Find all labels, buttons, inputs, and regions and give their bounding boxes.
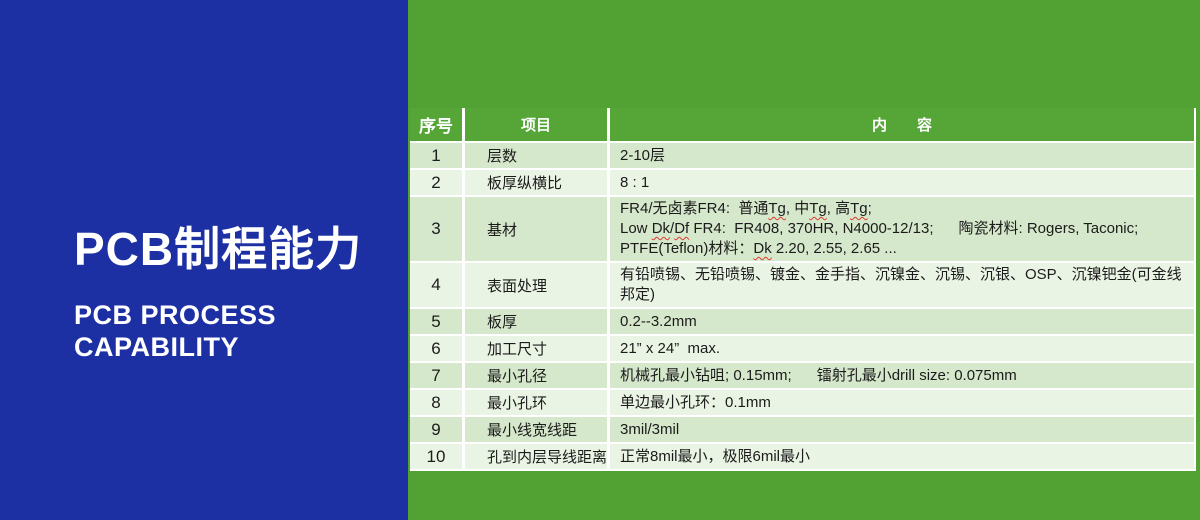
capability-table: 序号 项目 内 容 1 层数 2-10层 2 板厚纵横比 8 : 1 3 基材 FR4/无卤素F… bbox=[410, 108, 1196, 471]
row-content: 21” x 24” max. bbox=[610, 336, 1194, 361]
table-header-row: 序号 项目 内 容 bbox=[410, 108, 1194, 141]
content-line: 机械孔最小钻咀; 0.15mm; 镭射孔最小drill size: 0.075m… bbox=[620, 366, 1017, 384]
table-body: 1 层数 2-10层 2 板厚纵横比 8 : 1 3 基材 FR4/无卤素FR4: 普通Tg, … bbox=[410, 143, 1194, 469]
row-seq-number: 7 bbox=[410, 363, 462, 388]
row-content: 机械孔最小钻咀; 0.15mm; 镭射孔最小drill size: 0.075m… bbox=[610, 363, 1194, 388]
table-row: 9 最小线宽线距 3mil/3mil bbox=[410, 417, 1194, 442]
row-content: 有铅喷锡、无铅喷锡、镀金、金手指、沉镍金、沉锡、沉银、OSP、沉镍钯金(可金线邦… bbox=[610, 263, 1194, 307]
title-panel: PCB制程能力 PCB PROCESS CAPABILITY bbox=[0, 0, 408, 520]
table-row: 6 加工尺寸 21” x 24” max. bbox=[410, 336, 1194, 361]
row-seq-number: 5 bbox=[410, 309, 462, 334]
table-row: 3 基材 FR4/无卤素FR4: 普通Tg, 中Tg, 高Tg; Low Dk/Df … bbox=[410, 197, 1194, 261]
page-subtitle-line2: CAPABILITY bbox=[74, 332, 239, 363]
content-line: 2-10层 bbox=[620, 146, 666, 164]
row-item: 加工尺寸 bbox=[465, 336, 607, 361]
row-seq-number: 1 bbox=[410, 143, 462, 168]
page-subtitle-line1: PCB PROCESS bbox=[74, 300, 277, 330]
row-item: 最小孔环 bbox=[465, 390, 607, 415]
content-line: 单边最小孔环：0.1mm bbox=[620, 393, 771, 411]
content-line: 0.2--3.2mm bbox=[620, 312, 697, 330]
page-subtitle: PCB PROCESS CAPABILITY bbox=[74, 299, 362, 364]
row-content: 2-10层 bbox=[610, 143, 1194, 168]
row-seq-number: 8 bbox=[410, 390, 462, 415]
table-row: 7 最小孔径 机械孔最小钻咀; 0.15mm; 镭射孔最小drill size: 0… bbox=[410, 363, 1194, 388]
header-content: 内 容 bbox=[610, 108, 1194, 141]
row-seq-number: 3 bbox=[410, 197, 462, 261]
row-item: 基材 bbox=[465, 197, 607, 261]
row-content: 3mil/3mil bbox=[610, 417, 1194, 442]
row-content: 0.2--3.2mm bbox=[610, 309, 1194, 334]
content-panel: 序号 项目 内 容 1 层数 2-10层 2 板厚纵横比 8 : 1 3 基材 FR4/无卤素F… bbox=[408, 0, 1200, 520]
table-row: 10 孔到内层导线距离 正常8mil最小，极限6mil最小 bbox=[410, 444, 1194, 469]
content-line: FR4/无卤素FR4: 普通Tg, 中Tg, 高Tg; bbox=[620, 200, 872, 217]
content-line: Low Dk/Df FR4: FR408, 370HR, N4000-12/13… bbox=[620, 220, 1139, 237]
row-seq-number: 6 bbox=[410, 336, 462, 361]
row-item: 板厚 bbox=[465, 309, 607, 334]
row-content: 单边最小孔环：0.1mm bbox=[610, 390, 1194, 415]
row-seq-number: 4 bbox=[410, 263, 462, 307]
row-seq-number: 10 bbox=[410, 444, 462, 469]
row-item: 层数 bbox=[465, 143, 607, 168]
row-content: 正常8mil最小，极限6mil最小 bbox=[610, 444, 1194, 469]
table-row: 2 板厚纵横比 8 : 1 bbox=[410, 170, 1194, 195]
header-item: 项目 bbox=[465, 108, 607, 141]
table-row: 5 板厚 0.2--3.2mm bbox=[410, 309, 1194, 334]
row-item: 最小线宽线距 bbox=[465, 417, 607, 442]
table-row: 1 层数 2-10层 bbox=[410, 143, 1194, 168]
row-item: 表面处理 bbox=[465, 263, 607, 307]
row-content: 8 : 1 bbox=[610, 170, 1194, 195]
table-row: 8 最小孔环 单边最小孔环：0.1mm bbox=[410, 390, 1194, 415]
table-row: 4 表面处理 有铅喷锡、无铅喷锡、镀金、金手指、沉镍金、沉锡、沉银、OSP、沉镍钯金… bbox=[410, 263, 1194, 307]
content-line: 8 : 1 bbox=[620, 173, 650, 191]
row-content: FR4/无卤素FR4: 普通Tg, 中Tg, 高Tg; Low Dk/Df FR4… bbox=[610, 197, 1194, 261]
header-seq-number: 序号 bbox=[410, 108, 462, 141]
content-line: PTFE(Teflon)材料：Dk 2.20, 2.55, 2.65 ... bbox=[620, 240, 897, 257]
content-line: 3mil/3mil bbox=[620, 420, 680, 438]
row-item: 最小孔径 bbox=[465, 363, 607, 388]
row-seq-number: 2 bbox=[410, 170, 462, 195]
row-seq-number: 9 bbox=[410, 417, 462, 442]
content-line: 有铅喷锡、无铅喷锡、镀金、金手指、沉镍金、沉锡、沉银、OSP、沉镍钯金(可金线邦… bbox=[620, 266, 1182, 303]
content-line: 正常8mil最小，极限6mil最小 bbox=[620, 447, 811, 465]
content-line: 21” x 24” max. bbox=[620, 339, 721, 357]
row-item: 孔到内层导线距离 bbox=[465, 444, 607, 469]
title-block: PCB制程能力 PCB PROCESS CAPABILITY bbox=[74, 213, 362, 364]
page-title: PCB制程能力 bbox=[74, 223, 363, 275]
row-item: 板厚纵横比 bbox=[465, 170, 607, 195]
